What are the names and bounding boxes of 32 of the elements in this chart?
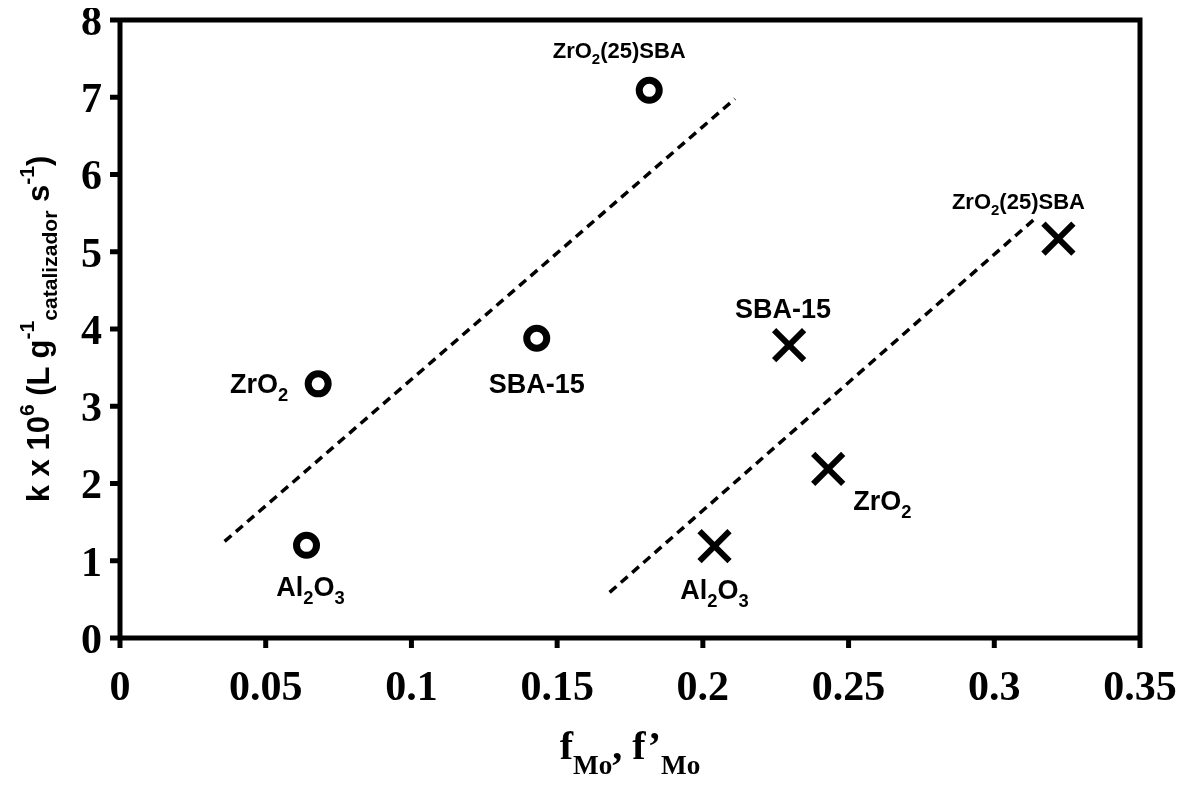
point bbox=[304, 370, 332, 398]
point bbox=[635, 76, 663, 104]
annotation: SBA-15 bbox=[488, 369, 585, 400]
annotation: SBA-15 bbox=[735, 294, 832, 325]
annotation: ZrO$_{2}$ bbox=[853, 485, 912, 522]
y-tick-label: 0 bbox=[81, 615, 102, 662]
annotation: ZrO$_{2}$ bbox=[229, 368, 289, 405]
annotation: Al$_{2}$O$_{3}$ bbox=[680, 575, 749, 612]
y-tick-label: 5 bbox=[81, 229, 102, 276]
point bbox=[771, 327, 808, 364]
point bbox=[696, 528, 733, 565]
annotation: ZrO$_{2}$(25)SBA bbox=[552, 37, 686, 68]
y-tick-label: 7 bbox=[81, 75, 102, 122]
x-tick-label: 0.25 bbox=[811, 662, 886, 709]
x-tick-label: 0.05 bbox=[228, 662, 303, 709]
annotation: Al$_{2}$O$_{3}$ bbox=[276, 572, 345, 609]
x-tick-label: 0.35 bbox=[1103, 662, 1177, 709]
y-tick-label: 3 bbox=[81, 384, 102, 431]
x-tick-label: 0.3 bbox=[968, 662, 1021, 709]
x-tick-label: 0.15 bbox=[520, 662, 594, 709]
y-tick-label: 2 bbox=[81, 461, 102, 508]
annotation: ZrO$_{2}$(25)SBA bbox=[951, 188, 1086, 218]
x-tick-label: 0.1 bbox=[385, 662, 438, 709]
point bbox=[293, 531, 321, 559]
x-tick-label: 0.2 bbox=[676, 662, 730, 709]
x-axis-title: f$_{Mo}$, f’$_{Mo}$ bbox=[559, 723, 701, 780]
point bbox=[523, 324, 551, 352]
y-tick-label: 1 bbox=[81, 538, 102, 585]
y-tick-label: 4 bbox=[81, 306, 102, 353]
y-tick-label: 6 bbox=[81, 152, 102, 199]
point bbox=[1040, 220, 1077, 257]
point bbox=[810, 450, 847, 487]
